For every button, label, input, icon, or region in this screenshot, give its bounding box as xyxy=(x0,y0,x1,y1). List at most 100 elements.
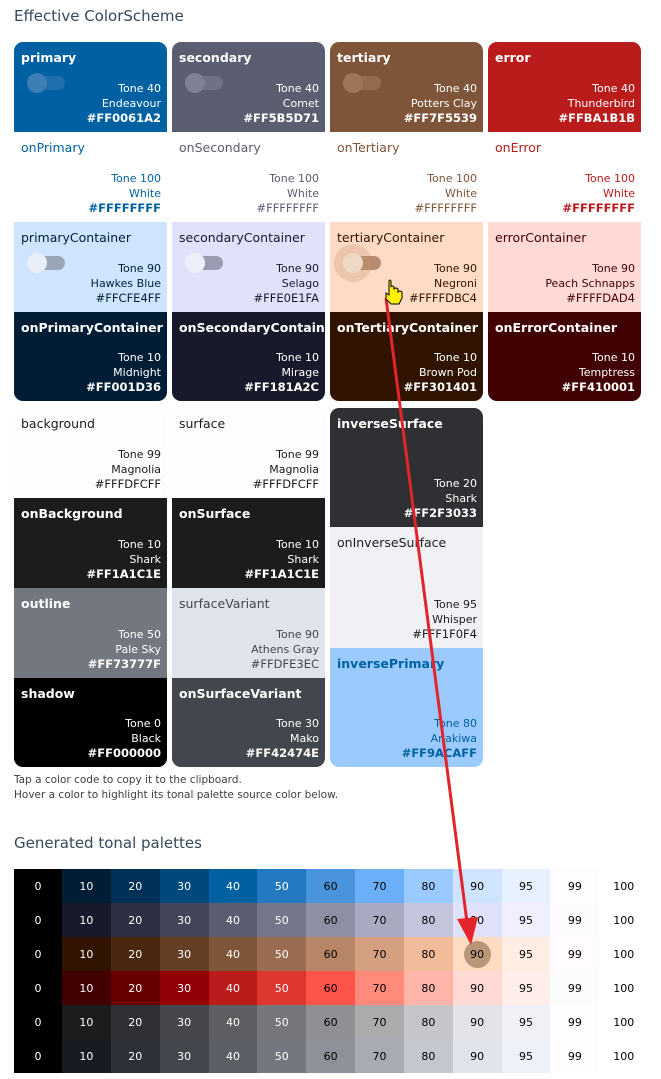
palette-cell[interactable]: 50 xyxy=(257,869,307,903)
hex-code-button[interactable]: #FFFFFFFF xyxy=(414,201,477,215)
palette-cell[interactable]: 100 xyxy=(599,937,649,971)
palette-cell[interactable]: 0 xyxy=(14,937,62,971)
palette-cell[interactable]: 80 xyxy=(403,903,453,937)
palette-cell[interactable]: 50 xyxy=(257,971,307,1005)
palette-cell[interactable]: 100 xyxy=(599,1039,649,1073)
palette-cell[interactable]: 60 xyxy=(306,971,356,1005)
palette-cell[interactable]: 20 xyxy=(110,937,160,971)
hex-code-button[interactable]: #FFFDFCFF xyxy=(252,477,319,491)
palette-cell[interactable]: 10 xyxy=(62,971,111,1005)
color-tile-error[interactable]: error Tone 40 Thunderbird #FFBA1B1B xyxy=(488,42,641,132)
palette-cell[interactable]: 70 xyxy=(355,937,404,971)
hex-code-button[interactable]: #FFBA1B1B xyxy=(558,111,635,125)
palette-cell[interactable]: 99 xyxy=(550,971,600,1005)
palette-cell[interactable]: 90 xyxy=(452,1039,502,1073)
palette-cell[interactable]: 60 xyxy=(306,903,356,937)
palette-cell[interactable]: 10 xyxy=(62,1039,111,1073)
hex-code-button[interactable]: #FFFDFCFF xyxy=(94,477,161,491)
palette-cell[interactable]: 70 xyxy=(355,971,404,1005)
color-tile-onSecondary[interactable]: onSecondary Tone 100 White #FFFFFFFF xyxy=(172,132,325,222)
color-tile-primary[interactable]: primary Tone 40 Endeavour #FF0061A2 xyxy=(14,42,167,132)
color-tile-tertiaryContainer[interactable]: tertiaryContainer Tone 90 Negroni #FFFFDBC4 xyxy=(330,222,483,312)
color-tile-onSecondaryContainer[interactable]: onSecondaryContainer Tone 10 Mirage #FF181A… xyxy=(172,312,325,401)
hex-code-button[interactable]: #FF2F3033 xyxy=(403,506,477,520)
palette-cell[interactable]: 100 xyxy=(599,971,649,1005)
hex-code-button[interactable]: #FF7F5539 xyxy=(403,111,477,125)
hex-code-button[interactable]: #FF000000 xyxy=(87,746,161,760)
palette-cell[interactable]: 50 xyxy=(257,937,307,971)
hex-code-button[interactable]: #FF001D36 xyxy=(86,380,161,394)
palette-cell[interactable]: 95 xyxy=(501,903,551,937)
palette-cell[interactable]: 80 xyxy=(403,971,453,1005)
theme-toggle-switch[interactable] xyxy=(185,73,223,93)
palette-cell[interactable]: 95 xyxy=(501,971,551,1005)
palette-cell[interactable]: 50 xyxy=(257,1039,307,1073)
hex-code-button[interactable]: #FF9ACAFF xyxy=(401,746,477,760)
palette-cell[interactable]: 20 xyxy=(110,1005,160,1039)
color-tile-primaryContainer[interactable]: primaryContainer Tone 90 Hawkes Blue #FFCFE… xyxy=(14,222,167,312)
palette-cell[interactable]: 70 xyxy=(355,869,404,903)
palette-cell[interactable]: 60 xyxy=(306,869,356,903)
palette-cell[interactable]: 99 xyxy=(550,903,600,937)
hex-code-button[interactable]: #FF42474E xyxy=(245,746,319,760)
hex-code-button[interactable]: #FF301401 xyxy=(403,380,477,394)
color-tile-onSurfaceVariant[interactable]: onSurfaceVariant Tone 30 Mako #FF42474E xyxy=(172,678,325,767)
palette-cell[interactable]: 70 xyxy=(355,1005,404,1039)
palette-cell[interactable]: 90 xyxy=(452,971,502,1005)
hex-code-button[interactable]: #FFFFDBC4 xyxy=(409,291,477,305)
palette-cell[interactable]: 90 xyxy=(452,937,502,971)
palette-cell[interactable]: 50 xyxy=(257,903,307,937)
palette-cell[interactable]: 10 xyxy=(62,1005,111,1039)
palette-cell[interactable]: 10 xyxy=(62,937,111,971)
hex-code-button[interactable]: #FFFFDAD4 xyxy=(566,291,635,305)
palette-cell[interactable]: 40 xyxy=(208,1039,258,1073)
palette-cell[interactable]: 95 xyxy=(501,1039,551,1073)
palette-cell[interactable]: 30 xyxy=(159,869,209,903)
color-tile-secondary[interactable]: secondary Tone 40 Comet #FF5B5D71 xyxy=(172,42,325,132)
palette-cell[interactable]: 0 xyxy=(14,971,62,1005)
palette-cell[interactable]: 30 xyxy=(159,1039,209,1073)
palette-cell[interactable]: 95 xyxy=(501,937,551,971)
hex-code-button[interactable]: #FF73777F xyxy=(87,657,161,671)
palette-cell[interactable]: 40 xyxy=(208,869,258,903)
color-tile-onTertiaryContainer[interactable]: onTertiaryContainer Tone 10 Brown Pod #FF30… xyxy=(330,312,483,401)
color-tile-tertiary[interactable]: tertiary Tone 40 Potters Clay #FF7F5539 xyxy=(330,42,483,132)
hex-code-button[interactable]: #FFFFFFFF xyxy=(256,201,319,215)
color-tile-secondaryContainer[interactable]: secondaryContainer Tone 90 Selago #FFE0E1FA xyxy=(172,222,325,312)
palette-cell[interactable]: 30 xyxy=(159,971,209,1005)
palette-cell[interactable]: 40 xyxy=(208,937,258,971)
color-tile-onBackground[interactable]: onBackground Tone 10 Shark #FF1A1C1E xyxy=(14,498,167,588)
palette-cell[interactable]: 10 xyxy=(62,903,111,937)
color-tile-onInverseSurface[interactable]: onInverseSurface Tone 95 Whisper #FFF1F0F4 xyxy=(330,527,483,648)
palette-cell[interactable]: 70 xyxy=(355,1039,404,1073)
palette-cell[interactable]: 0 xyxy=(14,869,62,903)
color-tile-onPrimary[interactable]: onPrimary Tone 100 White #FFFFFFFF xyxy=(14,132,167,222)
color-tile-onErrorContainer[interactable]: onErrorContainer Tone 10 Temptress #FF41000… xyxy=(488,312,641,401)
palette-cell[interactable]: 60 xyxy=(306,937,356,971)
hex-code-button[interactable]: #FF0061A2 xyxy=(86,111,161,125)
palette-cell[interactable]: 80 xyxy=(403,937,453,971)
palette-cell[interactable]: 10 xyxy=(62,869,111,903)
color-tile-surface[interactable]: surface Tone 99 Magnolia #FFFDFCFF xyxy=(172,408,325,498)
color-tile-onSurface[interactable]: onSurface Tone 10 Shark #FF1A1C1E xyxy=(172,498,325,588)
theme-toggle-switch[interactable] xyxy=(343,73,381,93)
color-tile-background[interactable]: background Tone 99 Magnolia #FFFDFCFF xyxy=(14,408,167,498)
color-tile-outline[interactable]: outline Tone 50 Pale Sky #FF73777F xyxy=(14,588,167,678)
theme-toggle-switch[interactable] xyxy=(185,253,223,273)
theme-toggle-switch[interactable] xyxy=(343,253,381,273)
palette-cell[interactable]: 80 xyxy=(403,1039,453,1073)
hex-code-button[interactable]: #FFE0E1FA xyxy=(253,291,319,305)
hex-code-button[interactable]: #FFDFE3EC xyxy=(250,657,319,671)
palette-cell[interactable]: 0 xyxy=(14,1005,62,1039)
color-tile-onPrimaryContainer[interactable]: onPrimaryContainer Tone 10 Midnight #FF001D… xyxy=(14,312,167,401)
palette-cell[interactable]: 30 xyxy=(159,903,209,937)
color-tile-shadow[interactable]: shadow Tone 0 Black #FF000000 xyxy=(14,678,167,767)
hex-code-button[interactable]: #FFCFE4FF xyxy=(95,291,161,305)
hex-code-button[interactable]: #FFFFFFFF xyxy=(88,201,161,215)
palette-cell[interactable]: 20 xyxy=(110,1039,160,1073)
palette-cell[interactable]: 99 xyxy=(550,1039,600,1073)
palette-cell[interactable]: 0 xyxy=(14,903,62,937)
hex-code-button[interactable]: #FF1A1C1E xyxy=(244,567,319,581)
palette-cell[interactable]: 80 xyxy=(403,869,453,903)
palette-cell[interactable]: 90 xyxy=(452,1005,502,1039)
